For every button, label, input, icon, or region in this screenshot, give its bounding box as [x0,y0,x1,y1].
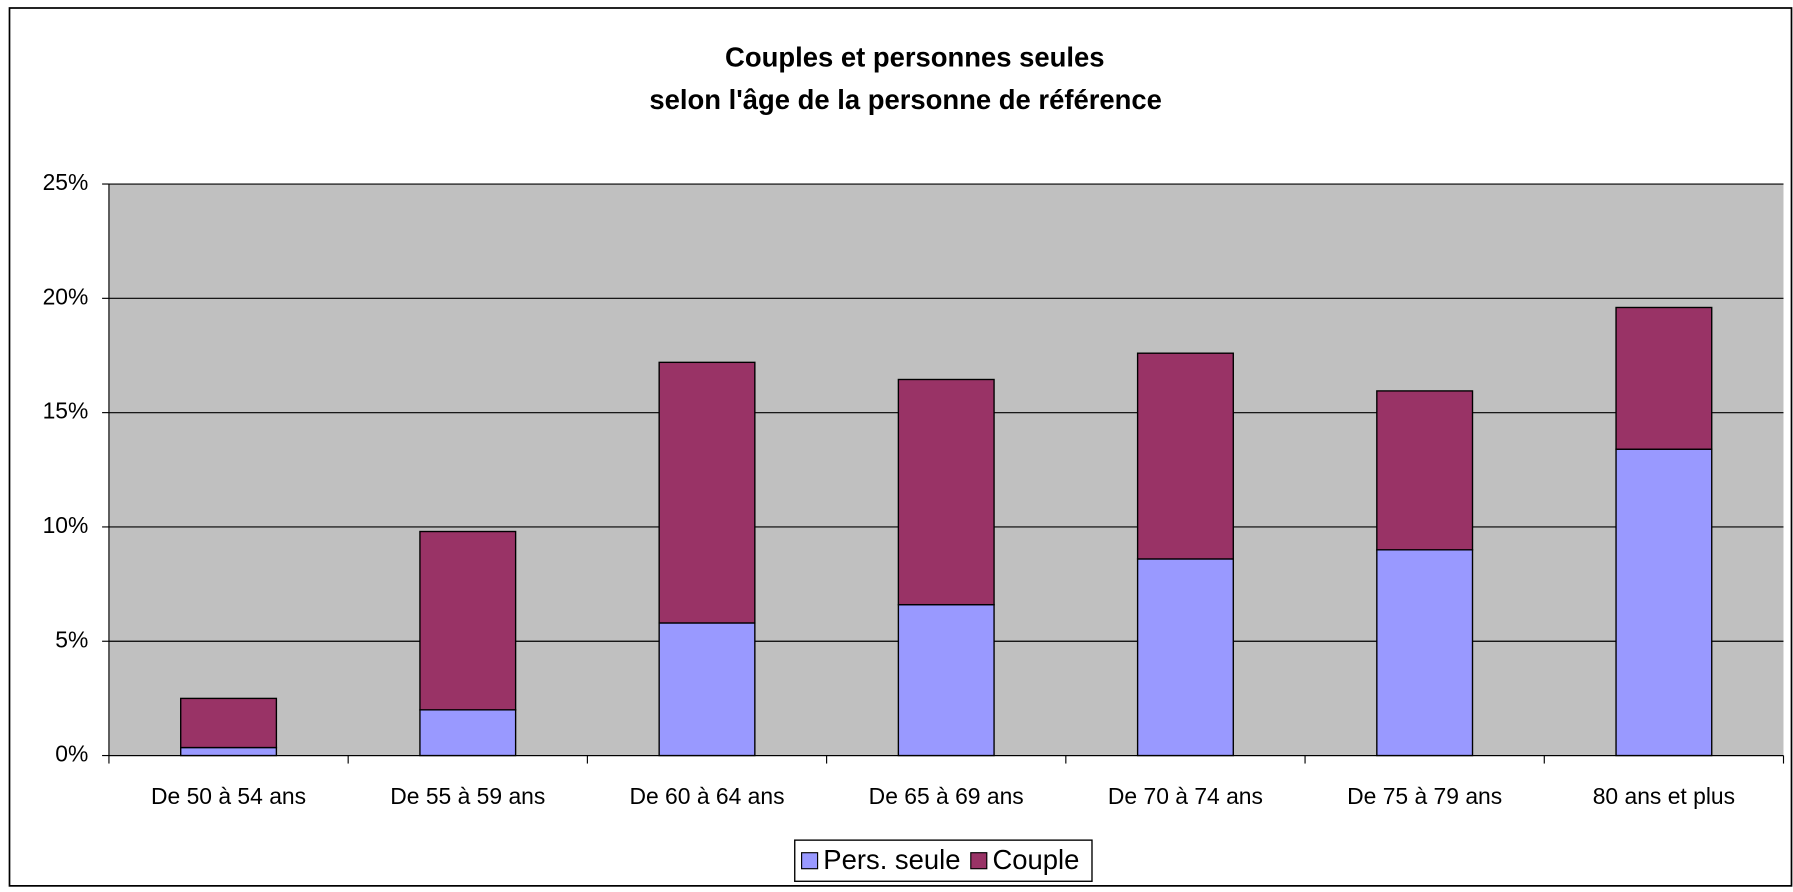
bar-segment [1615,448,1713,757]
legend-label: Pers. seule [823,844,960,875]
x-tick-label: De 50 à 54 ans [151,783,306,809]
legend-box [794,839,1093,882]
x-tick-label: De 55 à 59 ans [390,783,545,809]
bar-segment [180,746,278,757]
bar-segment [658,361,756,624]
y-tick-label: 25% [43,169,89,195]
bar-segment [1376,549,1474,757]
bar-segment [1136,558,1234,757]
legend: Pers. seule Couple [794,839,1093,882]
y-tick-label: 20% [43,283,89,309]
bar-segment [1376,390,1474,551]
chart-title: selon l'âge de la personne de référence [649,84,1162,115]
bar-segment [1615,306,1713,450]
bar-segment [897,378,995,606]
bar-segment [897,603,995,757]
bar-segment [180,697,278,749]
legend-swatch [970,852,988,870]
x-tick-label: De 75 à 79 ans [1347,783,1502,809]
y-tick-label: 10% [43,512,89,538]
x-tick-label: De 65 à 69 ans [869,783,1024,809]
x-tick-label: 80 ans et plus [1593,783,1735,809]
y-tick-label: 15% [43,398,89,424]
x-tick-label: De 60 à 64 ans [629,783,784,809]
bar-segment [419,709,517,757]
bar-segment [658,622,756,757]
y-tick-label: 5% [55,626,88,652]
bar-segment [419,530,517,711]
chart-title: Couples et personnes seules [725,42,1104,73]
bar-segment [1136,352,1234,560]
x-tick-label: De 70 à 74 ans [1108,783,1263,809]
y-tick-label: 0% [55,741,88,767]
legend-swatch [801,852,819,870]
legend-label: Couple [993,844,1080,875]
